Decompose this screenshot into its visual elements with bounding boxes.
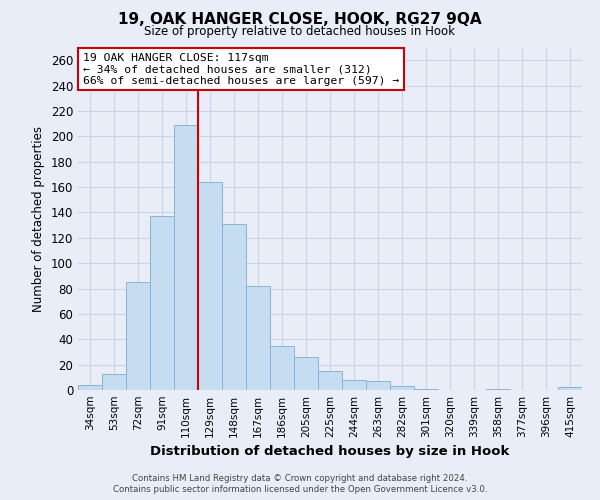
- Bar: [198, 182, 222, 390]
- Bar: [270, 346, 294, 390]
- Bar: [342, 380, 366, 390]
- Y-axis label: Number of detached properties: Number of detached properties: [32, 126, 45, 312]
- Bar: [174, 125, 198, 390]
- Text: 19, OAK HANGER CLOSE, HOOK, RG27 9QA: 19, OAK HANGER CLOSE, HOOK, RG27 9QA: [118, 12, 482, 28]
- X-axis label: Distribution of detached houses by size in Hook: Distribution of detached houses by size …: [151, 446, 509, 458]
- Bar: [414, 388, 438, 390]
- Bar: [102, 374, 126, 390]
- Bar: [318, 371, 342, 390]
- Bar: [366, 381, 390, 390]
- Bar: [150, 216, 174, 390]
- Bar: [390, 386, 414, 390]
- Text: 19 OAK HANGER CLOSE: 117sqm
← 34% of detached houses are smaller (312)
66% of se: 19 OAK HANGER CLOSE: 117sqm ← 34% of det…: [83, 52, 399, 86]
- Bar: [78, 385, 102, 390]
- Bar: [294, 357, 318, 390]
- Bar: [486, 388, 510, 390]
- Text: Contains HM Land Registry data © Crown copyright and database right 2024.
Contai: Contains HM Land Registry data © Crown c…: [113, 474, 487, 494]
- Bar: [222, 224, 246, 390]
- Bar: [558, 388, 582, 390]
- Bar: [126, 282, 150, 390]
- Bar: [246, 286, 270, 390]
- Text: Size of property relative to detached houses in Hook: Size of property relative to detached ho…: [145, 25, 455, 38]
